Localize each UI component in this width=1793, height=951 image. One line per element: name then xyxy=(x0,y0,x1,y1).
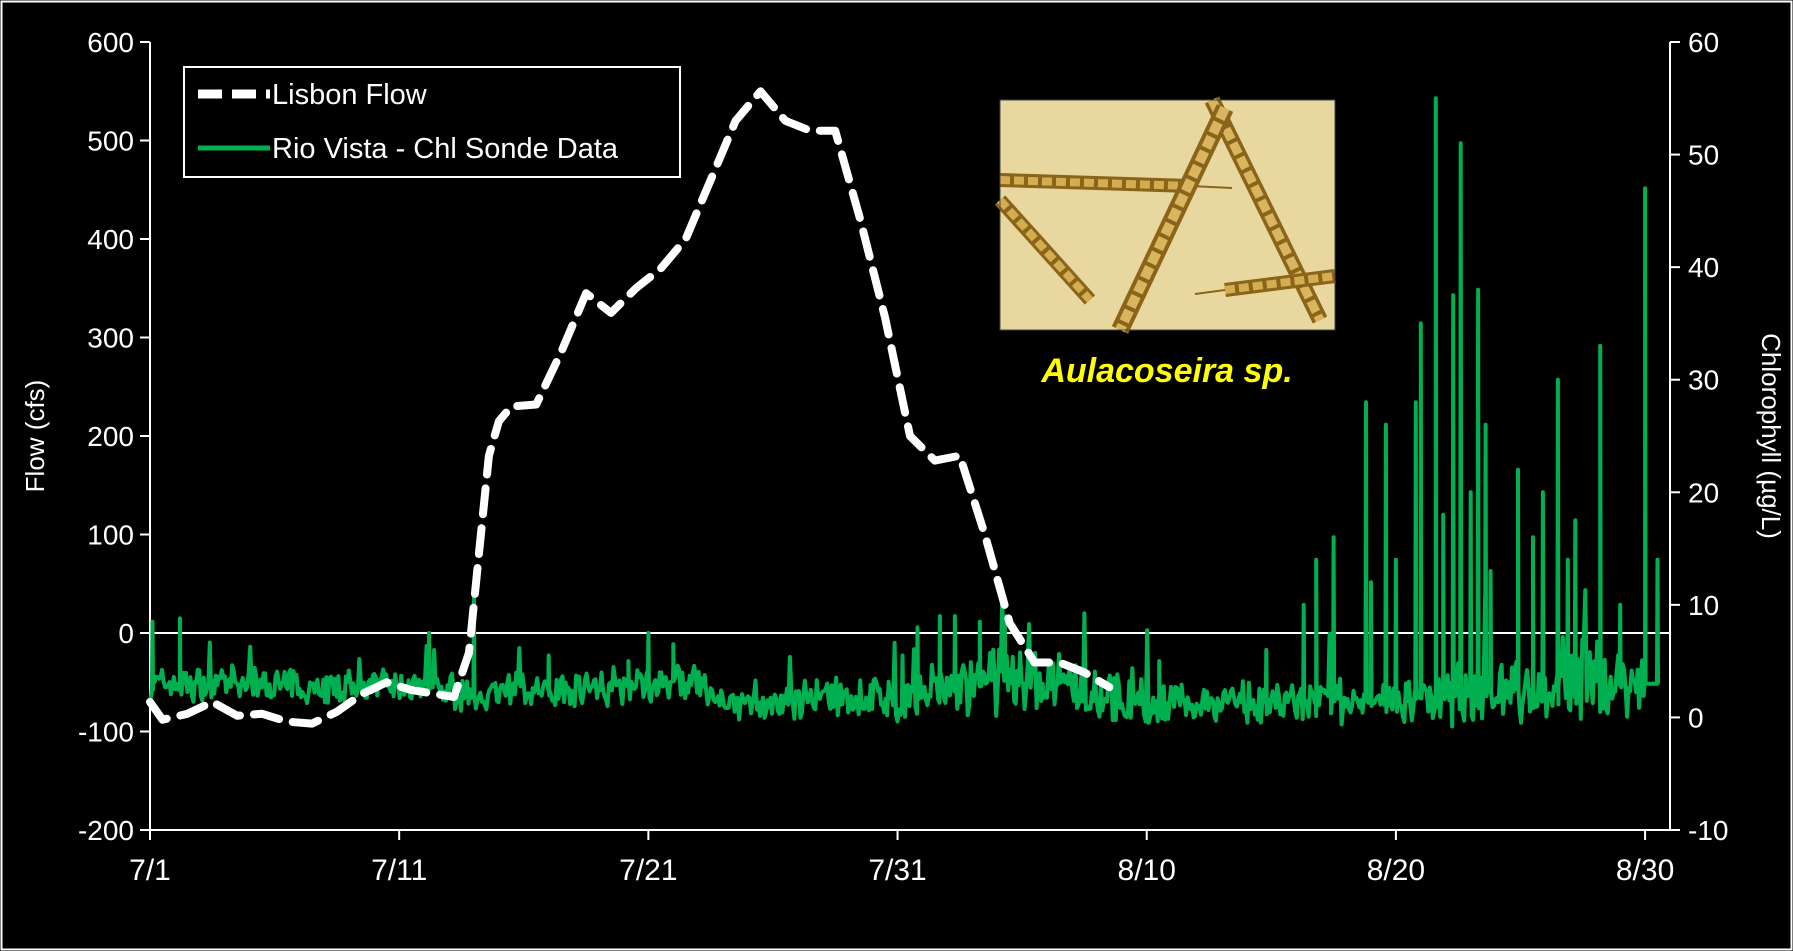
legend-label-rio-vista-chl: Rio Vista - Chl Sonde Data xyxy=(272,133,619,165)
y-tick-label: 400 xyxy=(87,224,134,255)
y2-tick-label: -10 xyxy=(1688,815,1728,846)
diatom-spine xyxy=(1194,289,1226,295)
y2-tick-label: 30 xyxy=(1688,365,1719,396)
legend-label-lisbon-flow: Lisbon Flow xyxy=(272,79,428,111)
micrograph-frame xyxy=(999,99,1336,331)
legend: Lisbon Flow Rio Vista - Chl Sonde Data xyxy=(183,66,681,178)
x-tick-label: 8/30 xyxy=(1616,854,1674,887)
y-tick-label: 200 xyxy=(87,421,134,452)
y2-tick-label: 0 xyxy=(1688,702,1704,733)
x-tick-label: 7/31 xyxy=(868,854,926,887)
x-tick-label: 7/1 xyxy=(129,854,171,887)
y-tick-label: -200 xyxy=(78,815,134,846)
y-axis-title: Flow (cfs) xyxy=(20,380,50,493)
aulacoseira-micrograph-icon xyxy=(994,96,1336,334)
series-line-rio-vista-chl xyxy=(148,96,1660,729)
y-tick-label: 300 xyxy=(87,323,134,354)
left-axis-ticks: 600 500 400 300 200 100 0 -100 -200 xyxy=(78,27,150,846)
x-axis-ticks: 7/1 7/11 7/21 7/31 8/10 8/20 8/30 xyxy=(129,830,1674,887)
y-tick-label: 500 xyxy=(87,126,134,157)
x-tick-label: 7/21 xyxy=(619,854,677,887)
legend-box xyxy=(183,66,681,178)
y-tick-label: 0 xyxy=(118,618,134,649)
diatom-filament-cells xyxy=(999,176,1191,190)
diatom-filament-cells xyxy=(1224,272,1336,294)
y-tick-label: 100 xyxy=(87,520,134,551)
y2-tick-label: 60 xyxy=(1688,27,1719,58)
y-tick-label: -100 xyxy=(78,717,134,748)
inset-caption: Aulacoseira sp. xyxy=(1040,352,1292,390)
x-tick-label: 8/10 xyxy=(1118,854,1176,887)
diatom-filament-cells xyxy=(997,197,1093,303)
y2-tick-label: 10 xyxy=(1688,590,1719,621)
y2-tick-label: 40 xyxy=(1688,252,1719,283)
y2-tick-label: 20 xyxy=(1688,477,1719,508)
y-tick-label: 600 xyxy=(87,27,134,58)
series-layer xyxy=(146,87,1660,729)
right-axis-ticks: 60 50 40 30 20 10 0 -10 xyxy=(1670,27,1728,846)
diatom-filaments xyxy=(994,96,1336,334)
x-tick-label: 7/11 xyxy=(371,854,427,887)
y2-tick-label: 50 xyxy=(1688,140,1719,171)
series-line-lisbon-flow xyxy=(146,87,1114,728)
diatom-filament-cells xyxy=(1207,98,1325,322)
diatom-filament-cells xyxy=(1115,105,1230,333)
y2-axis-title: Chlorophyll (µg/L) xyxy=(1756,333,1786,539)
x-tick-label: 8/20 xyxy=(1367,854,1425,887)
